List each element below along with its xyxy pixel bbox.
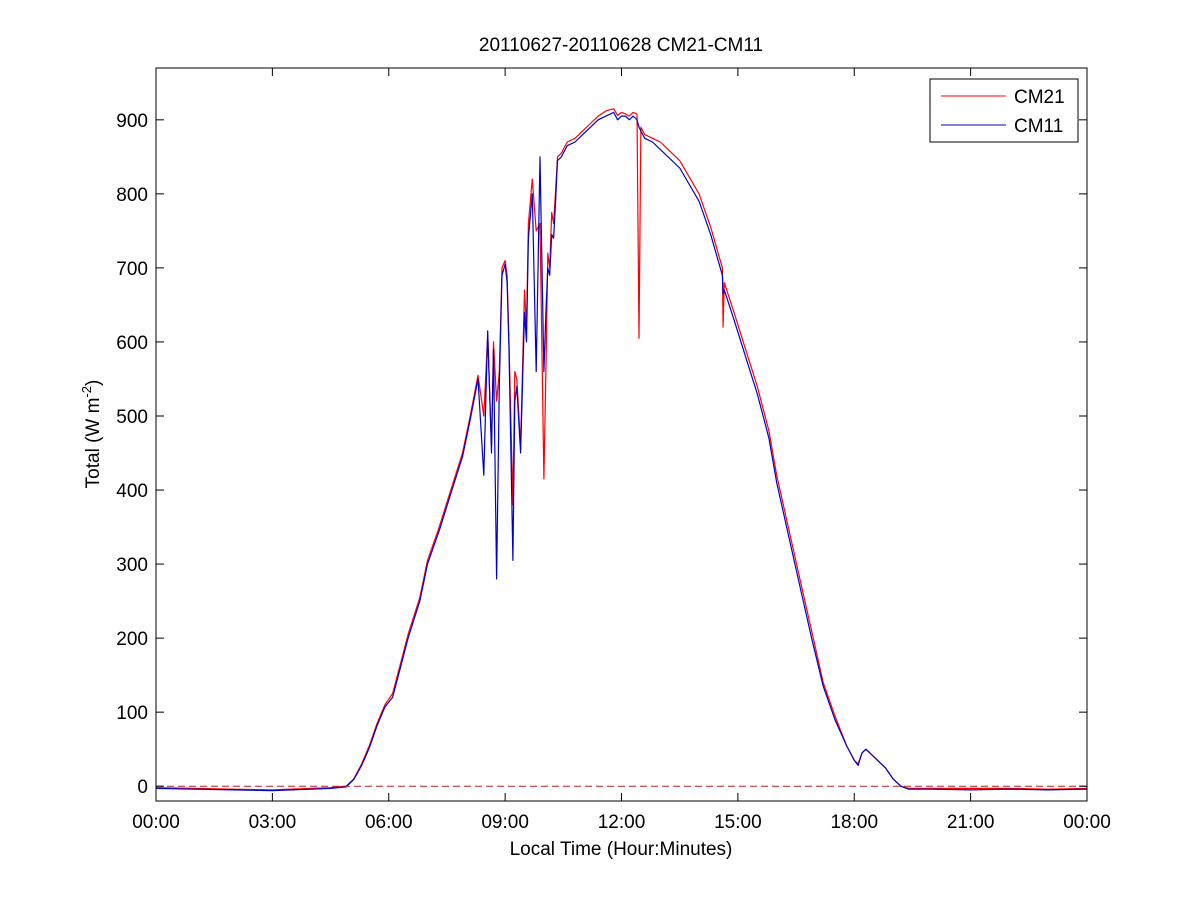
legend-box bbox=[929, 78, 1079, 143]
legend-label-cm11: CM11 bbox=[1014, 116, 1063, 137]
y-axis-label-superscript: -2 bbox=[79, 386, 94, 398]
y-tick-label: 0 bbox=[137, 777, 148, 798]
x-tick-label: 00:00 bbox=[1063, 812, 1111, 833]
x-tick-label: 06:00 bbox=[365, 812, 413, 833]
y-tick-label: 700 bbox=[116, 259, 148, 280]
x-tick-label: 21:00 bbox=[947, 812, 995, 833]
x-tick-label: 03:00 bbox=[249, 812, 297, 833]
y-axis-label-close: ) bbox=[83, 380, 104, 386]
y-tick-label: 500 bbox=[116, 407, 148, 428]
x-tick-label: 18:00 bbox=[830, 812, 878, 833]
y-tick-label: 100 bbox=[116, 703, 148, 724]
y-tick-label: 800 bbox=[116, 185, 148, 206]
series-line-cm11 bbox=[155, 111, 1088, 792]
plot-background bbox=[156, 68, 1087, 801]
y-axis-label: Total (W m-2) bbox=[79, 380, 104, 489]
x-tick-label: 12:00 bbox=[598, 812, 646, 833]
series-line-cm21 bbox=[155, 108, 1088, 791]
y-tick-label: 600 bbox=[116, 333, 148, 354]
legend: CM21 CM11 bbox=[929, 78, 1079, 143]
chart-title: 20110627-20110628 CM21-CM11 bbox=[479, 35, 763, 56]
y-tick-label: 400 bbox=[116, 481, 148, 502]
x-tick-label: 15:00 bbox=[714, 812, 762, 833]
x-axis-label: Local Time (Hour:Minutes) bbox=[510, 839, 733, 860]
y-tick-label: 200 bbox=[116, 629, 148, 650]
ticks-layer: 00:00 03:00 06:00 09:00 12:00 15:00 18:00 21:00… bbox=[116, 68, 1111, 833]
y-tick-label: 300 bbox=[116, 555, 148, 576]
y-axis-label-main: Total (W m bbox=[83, 398, 104, 489]
y-tick-label: 900 bbox=[116, 111, 148, 132]
series-layer bbox=[155, 108, 1088, 792]
x-tick-label: 00:00 bbox=[132, 812, 180, 833]
x-tick-label: 09:00 bbox=[481, 812, 529, 833]
legend-label-cm21: CM21 bbox=[1014, 87, 1065, 108]
